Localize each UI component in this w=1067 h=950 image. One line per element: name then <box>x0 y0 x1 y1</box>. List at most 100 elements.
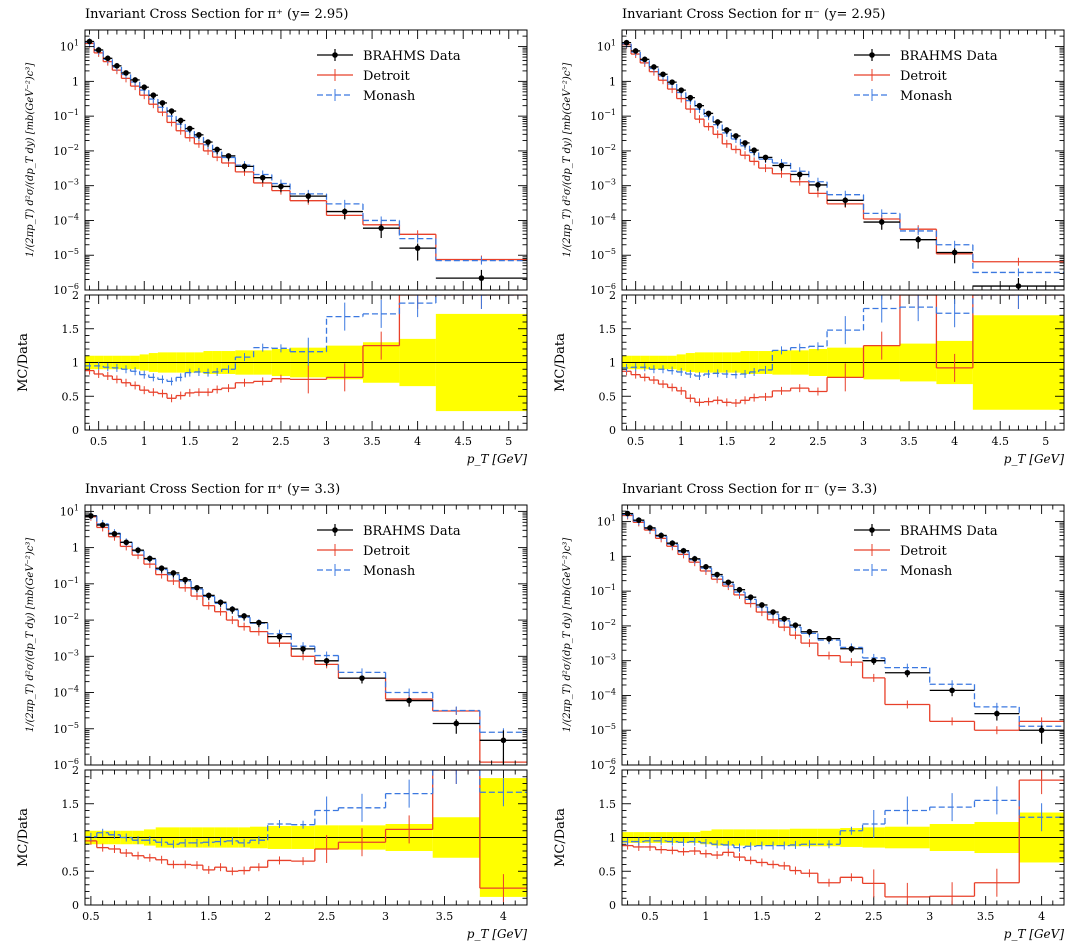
x-tick-label: 1.5 <box>753 910 771 923</box>
x-tick-label: 4 <box>1038 910 1045 923</box>
y-tick-label: 10−3 <box>590 653 616 668</box>
ratio-y-tick-label: 0.5 <box>599 865 617 878</box>
y-tick-exponent: −3 <box>67 648 79 657</box>
y-tick-label: 101 <box>597 514 616 529</box>
y-tick-label: 10−1 <box>590 583 616 598</box>
data-point <box>95 47 102 53</box>
main-frame <box>621 504 1065 766</box>
data-point <box>687 94 694 101</box>
data-point <box>669 540 676 546</box>
data-point <box>99 522 106 528</box>
legend-entry: BRAHMS Data <box>854 524 998 539</box>
y-tick-exponent: −4 <box>67 685 79 694</box>
x-tick-label: 2.5 <box>865 910 883 923</box>
legend-entry: Monash <box>317 89 416 104</box>
y-tick-label: 10−5 <box>590 247 616 262</box>
chart-title: Invariant Cross Section for π⁻ (y= 2.95) <box>622 7 886 22</box>
data-point <box>703 564 709 570</box>
y-axis-label: 1/(2πp_T) d²σ/(dp_T dy) [mb(GeV⁻²)c³] <box>562 63 573 258</box>
y-tick-exponent: −1 <box>67 108 79 117</box>
data-point <box>132 77 138 83</box>
ratio-y-tick-label: 1.5 <box>599 798 617 811</box>
data-point <box>182 576 188 583</box>
ratio-y-tick-label: 2 <box>72 289 79 302</box>
x-axis-label: p_T [GeV] <box>1004 452 1065 466</box>
legend-label: BRAHMS Data <box>363 524 461 539</box>
data-point <box>691 556 698 562</box>
y-tick-exponent: 1 <box>611 39 616 48</box>
x-tick-label: 4 <box>951 435 958 448</box>
y-tick-label: 10−4 <box>53 685 79 700</box>
ratio-axis-label: MC/Data <box>553 808 568 867</box>
ratio-plot-area <box>85 770 527 903</box>
data-point <box>194 584 200 591</box>
legend-label: BRAHMS Data <box>363 49 461 64</box>
x-tick-label: 0.5 <box>627 435 645 448</box>
data-point <box>414 245 421 251</box>
x-tick-label: 4.5 <box>454 435 472 448</box>
legend-swatch-marker <box>332 52 338 58</box>
x-tick-label: 5 <box>505 435 512 448</box>
data-point <box>205 139 211 145</box>
x-tick-label: 1.5 <box>718 435 736 448</box>
y-tick-exponent: −1 <box>604 108 616 117</box>
legend-label: BRAHMS Data <box>900 524 998 539</box>
y-tick-exponent: 1 <box>611 514 616 523</box>
y-tick-label: 10−4 <box>590 687 616 702</box>
data-point <box>736 586 743 593</box>
data-point <box>904 669 911 676</box>
data-point <box>733 133 739 139</box>
y-tick-label: 10−5 <box>590 722 616 737</box>
x-tick-label: 3 <box>382 910 389 923</box>
ratio-y-tick-label: 0.5 <box>62 865 80 878</box>
x-tick-label: 1 <box>146 910 153 923</box>
data-point <box>187 125 193 132</box>
legend-entry: Detroit <box>317 544 411 559</box>
main-plot-area <box>622 510 1064 744</box>
y-tick-label: 101 <box>60 503 79 518</box>
main-frame <box>621 29 1065 291</box>
y-tick-exponent: −6 <box>67 282 79 291</box>
ratio-y-tick-label: 2 <box>72 764 79 777</box>
data-point <box>1038 727 1045 734</box>
data-point <box>205 592 212 599</box>
y-tick-label: 10−3 <box>53 178 79 193</box>
x-tick-label: 4.5 <box>991 435 1009 448</box>
x-tick-label: 1 <box>678 435 685 448</box>
y-tick-exponent: −2 <box>67 143 79 152</box>
data-point <box>141 84 148 90</box>
data-point <box>359 675 365 681</box>
x-tick-label: 0.5 <box>82 910 100 923</box>
data-point <box>651 64 657 70</box>
ratio-y-tick-label: 1 <box>609 357 616 370</box>
y-tick-label: 10−2 <box>53 612 79 627</box>
data-point <box>147 555 153 562</box>
data-point <box>170 570 177 576</box>
y-tick-label: 1 <box>609 75 616 88</box>
x-tick-label: 1 <box>141 435 148 448</box>
data-point <box>632 48 639 54</box>
y-tick-exponent: 1 <box>74 503 79 512</box>
y-tick-label: 1 <box>72 75 79 88</box>
y-tick-label: 10−1 <box>53 108 79 123</box>
x-tick-label: 3.5 <box>363 435 381 448</box>
legend-entry: Monash <box>854 564 953 579</box>
y-tick-label: 10−1 <box>53 576 79 591</box>
legend-entry: Detroit <box>854 544 948 559</box>
ratio-y-tick-label: 1.5 <box>62 323 80 336</box>
data-point <box>770 609 776 615</box>
y-tick-exponent: −6 <box>604 757 616 766</box>
x-tick-label: 0.5 <box>90 435 108 448</box>
data-point <box>915 236 921 243</box>
ratio-y-tick-label: 1.5 <box>599 323 617 336</box>
y-tick-label: 10−2 <box>590 618 616 633</box>
ratio-y-tick-label: 2 <box>609 289 616 302</box>
y-axis-label: 1/(2πp_T) d²σ/(dp_T dy) [mb(GeV⁻²)c³] <box>25 538 36 733</box>
data-point <box>714 571 720 578</box>
data-point <box>806 628 813 635</box>
ratio-y-tick-label: 0 <box>72 424 79 437</box>
data-point <box>323 658 330 664</box>
data-point <box>378 225 384 231</box>
chart-panel: Invariant Cross Section for π⁻ (y= 2.95)… <box>553 7 1065 466</box>
ratio-y-tick-label: 1 <box>609 832 616 845</box>
